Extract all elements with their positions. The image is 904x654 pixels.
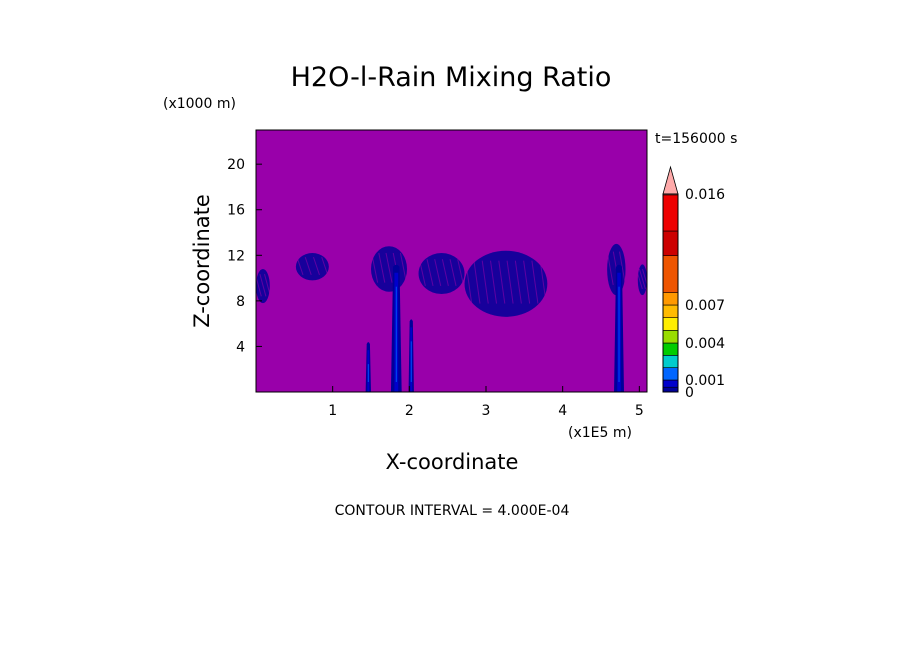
x-tick-label-0: 1 <box>328 403 337 419</box>
plot-frame <box>255 129 648 393</box>
rain-band-3 <box>418 253 465 295</box>
rain-band-4 <box>464 250 548 317</box>
x-axis-label: X-coordinate <box>386 450 519 474</box>
x-tick-label-2: 3 <box>482 403 491 419</box>
contour-interval-note: CONTOUR INTERVAL = 4.000E-04 <box>335 503 570 519</box>
colorbar-level-9 <box>662 255 679 293</box>
colorbar-level-4 <box>662 342 679 356</box>
colorbar-level-1 <box>662 379 679 388</box>
x-tick-label-3: 4 <box>558 403 567 419</box>
colorbar-tick-2: 0.004 <box>685 336 725 352</box>
rain-field <box>256 243 647 392</box>
colorbar-level-11 <box>662 193 679 232</box>
rain-band-1 <box>295 253 329 281</box>
y-axis-ticks: 4 8 12 16 20 <box>227 157 262 355</box>
colorbar-level-5 <box>662 330 679 344</box>
colorbar-level-7 <box>662 304 679 318</box>
y-tick-label-3: 16 <box>227 203 245 219</box>
chart-title: H2O-l-Rain Mixing Ratio <box>291 62 612 93</box>
colorbar-level-8 <box>662 292 679 306</box>
colorbar-labels: 00.001 0.004 0.007 0.016 <box>685 187 725 401</box>
colorbar-level-3 <box>662 355 679 368</box>
x-tick-label-1: 2 <box>405 403 414 419</box>
y-tick-label-0: 4 <box>236 339 245 355</box>
colorbar-tick-3: 0.007 <box>685 298 725 314</box>
colorbar-tick-4: 0.016 <box>685 187 725 203</box>
y-tick-label-1: 8 <box>236 294 245 310</box>
colorbar-tick-0: 0 <box>685 385 694 401</box>
colorbar-extend-arrow <box>662 165 679 195</box>
y-tick-label-2: 12 <box>227 248 245 264</box>
colorbar-level-0 <box>662 386 679 393</box>
colorbar-level-10 <box>662 230 679 256</box>
colorbar-level-6 <box>662 317 679 331</box>
x-unit-label: (x1E5 m) <box>568 425 632 441</box>
colorbar-level-2 <box>662 367 679 381</box>
y-axis-label: Z-coordinate <box>190 194 214 328</box>
colorbar-tick-1: 0.001 <box>685 373 725 389</box>
x-tick-label-4: 5 <box>635 403 644 419</box>
time-label: t=156000 s <box>655 131 737 147</box>
x-axis-ticks: 1 2 3 4 5 <box>328 386 644 419</box>
y-unit-label: (x1000 m) <box>163 96 236 112</box>
colorbar <box>662 165 679 393</box>
y-tick-label-4: 20 <box>227 157 245 173</box>
